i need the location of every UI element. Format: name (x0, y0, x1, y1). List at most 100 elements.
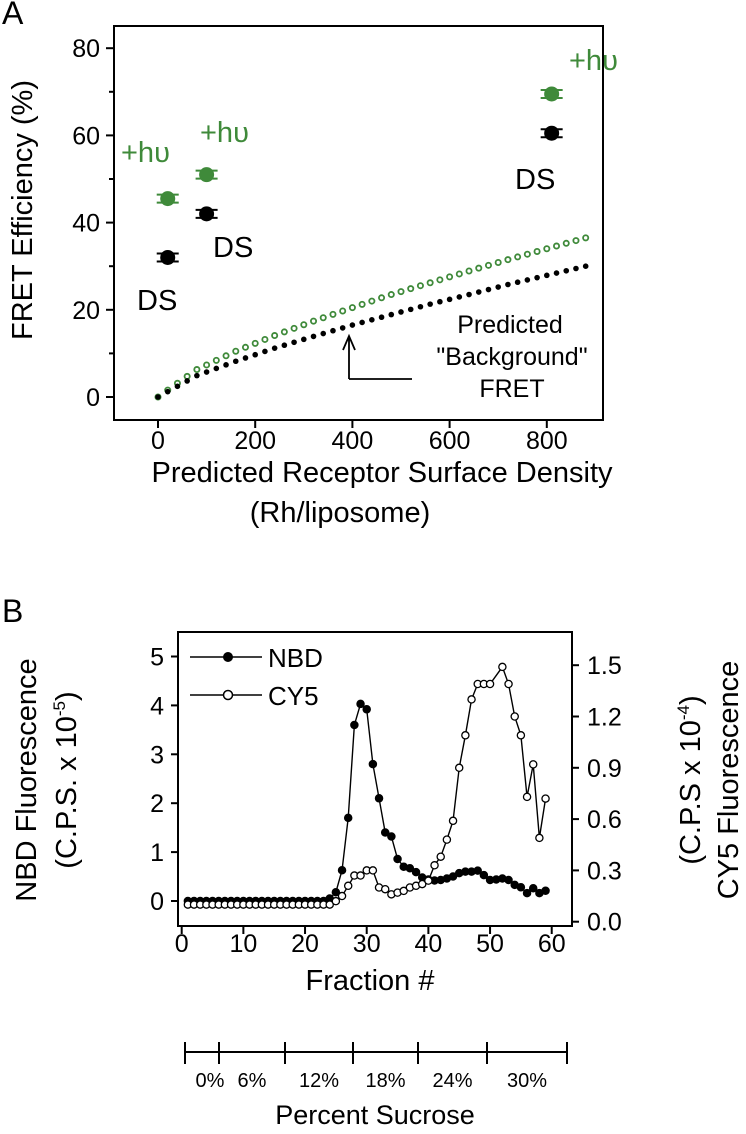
data-point-nbd (356, 699, 365, 709)
predicted-line-dot-light (436, 276, 444, 284)
data-point-cy5 (504, 679, 513, 689)
data-point-nbd (479, 870, 489, 880)
predicted-line-dot-dark (339, 325, 346, 331)
predicted-line-dot-dark (281, 342, 288, 349)
predicted-line-dot-light (494, 258, 502, 266)
predicted-line-dot-light (465, 267, 473, 275)
predicted-line-dot-dark (417, 303, 424, 310)
data-point-nbd (473, 866, 482, 875)
predicted-line-dot-light (484, 261, 492, 269)
predicted-line-dot-dark (505, 281, 511, 288)
predicted-line-dot-light (261, 335, 269, 343)
predicted-line-dot-light (475, 264, 483, 272)
predicted-line-dot-dark (242, 355, 249, 361)
predicted-line-dot-light (514, 253, 522, 261)
data-point-cy5 (399, 886, 408, 896)
data-point-nbd (541, 886, 550, 895)
data-point-nbd (504, 875, 513, 885)
y-tick-label-right: 1.5 (587, 652, 622, 680)
y-axis-label-right-units: (C.P.S x 10-4) (674, 695, 707, 864)
sucrose-segment-label: 12% (299, 1070, 339, 1092)
predicted-line-dot-dark (544, 272, 550, 279)
predicted-line-dot-light (562, 239, 570, 247)
predicted-line-dot-dark (194, 372, 200, 379)
predicted-line-dot-dark (437, 298, 443, 305)
y-axis-label-left-units: (C.P.S. x 10-5) (50, 691, 83, 868)
y-tick-label-a: 20 (72, 297, 100, 325)
predicted-line-dot-light (290, 324, 298, 332)
data-point-ds (199, 206, 215, 222)
legend-marker-nbd (223, 652, 233, 662)
y-tick-label-right: 0.0 (587, 909, 622, 937)
data-point-nbd (350, 720, 359, 730)
predicted-line-dot-dark (524, 277, 531, 283)
data-point-nbd (337, 865, 347, 875)
y-tick-label-a: 40 (72, 210, 100, 238)
predicted-line-dot-dark (573, 265, 579, 272)
hv-label-2: +hυ (200, 117, 249, 149)
legend-marker-cy5 (222, 689, 234, 701)
predicted-line-dot-light (203, 361, 211, 369)
hv-labels: +hυ +hυ +hυ (121, 45, 618, 169)
predicted-line-dot-light (300, 321, 308, 329)
x-tick-label-b: 60 (538, 930, 566, 958)
predicted-line-dot-dark (495, 284, 502, 290)
predicted-line-dot-light (329, 310, 337, 318)
y-tick-label-left: 5 (150, 644, 164, 672)
y-tick-label-a: 80 (72, 35, 100, 63)
ds-label-3: DS (515, 164, 555, 196)
y-axis-label-a: FRET Efficiency (%) (7, 80, 39, 340)
annotation-line-3: FRET (479, 375, 544, 403)
data-point-cy5 (424, 876, 433, 885)
y-tick-label-left: 4 (150, 692, 164, 720)
hv-label-1: +hυ (121, 137, 170, 169)
predicted-line-dot-dark (446, 296, 453, 303)
data-point-cy5 (417, 879, 427, 889)
predicted-line-dot-dark (213, 365, 220, 372)
predicted-line-dot-light (271, 332, 279, 340)
predicted-line-dot-light (533, 247, 541, 255)
legend-label-nbd: NBD (268, 643, 323, 673)
data-point-cy5 (331, 896, 341, 906)
data-point-nbd (380, 828, 390, 837)
predicted-line-dot-dark (485, 286, 492, 293)
data-point-nbd (387, 832, 396, 841)
data-point-cy5 (510, 712, 519, 721)
predicted-line-dot-dark (553, 270, 560, 276)
predicted-line-dot-light (378, 294, 386, 302)
y-tick-label-a: 0 (86, 384, 100, 412)
x-tick-label-b: 10 (229, 930, 257, 958)
y-axis-label-left: NBD Fluorescence (11, 658, 43, 901)
sucrose-segment-label: 24% (432, 1070, 472, 1092)
predicted-line-dot-light (397, 288, 405, 296)
data-point-cy5 (485, 679, 495, 689)
data-point-cy5 (535, 833, 544, 843)
predicted-line-dot-light (523, 250, 531, 258)
sucrose-segment-label: 6% (238, 1070, 267, 1092)
sucrose-segment-label: 30% (507, 1070, 547, 1092)
data-point-nbd (393, 854, 402, 864)
predicted-line-dot-light (455, 270, 463, 278)
predicted-line-dot-dark (427, 301, 433, 307)
predicted-line-dot-light (232, 347, 240, 355)
x-tick-label-a: 0 (151, 427, 165, 455)
x-tick-label-a: 200 (234, 427, 276, 455)
data-point-hv (199, 167, 215, 183)
predicted-line-dot-dark (378, 314, 385, 321)
predicted-line-dot-dark (271, 345, 278, 351)
annotation-arrow-icon (342, 333, 412, 380)
predicted-line-dot-dark (398, 309, 404, 315)
predicted-line-dot-dark (407, 306, 414, 313)
data-point-nbd (522, 888, 532, 898)
data-point-hv (544, 86, 560, 102)
x-axis-label-b: Fraction # (306, 965, 435, 997)
panel-label-b: B (2, 593, 23, 629)
data-point-cy5 (337, 891, 347, 901)
predicted-line-dot-dark (223, 362, 229, 368)
predicted-line-dot-light (407, 285, 415, 293)
predicted-line-dot-dark (310, 333, 317, 340)
predicted-line-dot-dark (369, 317, 375, 323)
predicted-line-dot-light (280, 328, 288, 336)
